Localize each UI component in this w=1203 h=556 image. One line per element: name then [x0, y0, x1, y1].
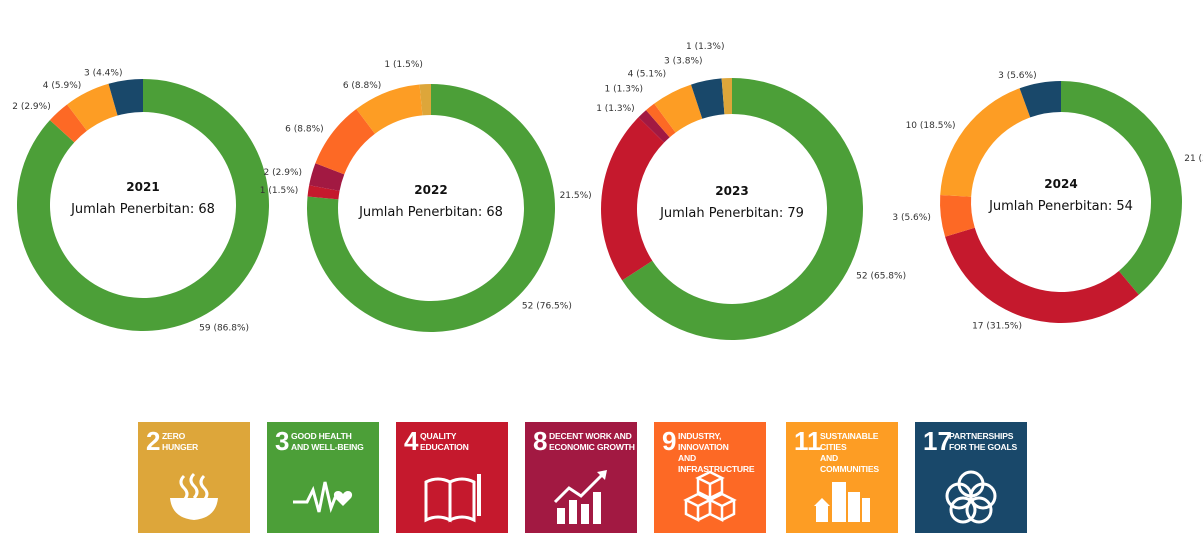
slice-label: 6 (8.8%)	[285, 124, 323, 134]
slice-2024-1	[945, 227, 1139, 324]
slice-label: 2 (2.9%)	[12, 102, 50, 112]
slice-label: 6 (8.8%)	[343, 81, 381, 91]
slice-2024-3	[940, 88, 1031, 197]
sdg-title: DECENT WORK AND ECONOMIC GROWTH	[549, 431, 635, 452]
rings-icon	[945, 470, 997, 524]
heartbeat-icon	[293, 481, 353, 514]
bowl-icon	[170, 472, 218, 520]
slice-2022-4	[356, 84, 423, 134]
slice-2024-4	[1019, 81, 1061, 118]
sdg-number: 11	[794, 426, 822, 456]
slice-label: 1 (1.5%)	[260, 186, 298, 196]
sdg-title: PARTNERSHIPS FOR THE GOALS	[949, 431, 1018, 452]
donut-chart-2023: 52 (65.8%) 21.5%) 1 (1.3%) 1 (1.3%) 4 (5.1%)…	[560, 42, 906, 340]
chart-subtitle: Jumlah Penerbitan: 79	[659, 206, 804, 221]
sdg-tile-8: 8 DECENT WORK AND ECONOMIC GROWTH	[525, 422, 637, 533]
slice-label: 10 (18.5%)	[906, 121, 956, 131]
slice-label: 52 (76.5%)	[522, 302, 572, 312]
sdg-number: 2	[146, 426, 161, 456]
sdg-number: 9	[662, 426, 677, 456]
slice-label: 3 (3.8%)	[664, 57, 702, 67]
slice-label: 4 (5.9%)	[43, 81, 81, 91]
chart-title: 2024	[1044, 177, 1077, 191]
donut-chart-2024: 21 (38.9%) 17 (31.5%) 3 (5.6%) 10 (18.5%) 3 …	[892, 71, 1203, 332]
slice-2023-4	[654, 84, 703, 133]
cubes-icon	[683, 470, 737, 523]
chart-subtitle: Jumlah Penerbitan: 68	[70, 202, 215, 217]
slice-2021-3	[108, 79, 143, 116]
donut-chart-2022: 52 (76.5%) 1 (1.5%) 2 (2.9%) 6 (8.8%) 6 (8.8…	[260, 60, 572, 333]
slice-2023-2	[638, 110, 670, 143]
sdg-tile-17: 17 PARTNERSHIPS FOR THE GOALS	[915, 422, 1027, 533]
slice-label: 21 (38.9%)	[1184, 154, 1203, 164]
slice-2021-1	[49, 104, 87, 143]
slice-2021-2	[67, 83, 118, 131]
sdg-number: 8	[533, 426, 548, 456]
slice-2023-5	[691, 78, 725, 119]
slice-2024-0	[1061, 81, 1182, 295]
chart-subtitle: Jumlah Penerbitan: 54	[988, 199, 1133, 214]
slice-2022-3	[315, 109, 375, 175]
slice-2024-2	[940, 194, 975, 237]
sdg-tile-4: 4 QUALITY EDUCATION	[396, 422, 508, 533]
sdg-title: INDUSTRY, INNOVATION AND INFRASTRUCTURE	[678, 431, 755, 474]
slice-2023-0	[622, 78, 863, 340]
sdg-tile-2: 2 ZERO HUNGER	[138, 422, 250, 533]
slice-label: 1 (1.3%)	[686, 42, 724, 52]
city-icon	[814, 482, 870, 522]
chart-title: 2023	[715, 184, 748, 198]
chart-title: 2021	[126, 180, 159, 194]
sdg-title: QUALITY EDUCATION	[420, 431, 469, 452]
slice-label: 1 (1.3%)	[605, 85, 643, 95]
sdg-title: GOOD HEALTH AND WELL-BEING	[291, 431, 364, 452]
slice-label: 3 (5.6%)	[892, 213, 930, 223]
sdg-title: SUSTAINABLE CITIES AND COMMUNITIES	[820, 431, 879, 474]
slice-label: 2 (2.9%)	[264, 168, 302, 178]
sdg-tile-3: 3 GOOD HEALTH AND WELL-BEING	[267, 422, 379, 533]
slice-label: 17 (31.5%)	[972, 322, 1022, 332]
slice-label: 52 (65.8%)	[856, 271, 906, 281]
donut-charts: 59 (86.8%) 2 (2.9%) 4 (5.9%)3 (4.4%) 2021 Ju…	[12, 42, 1203, 340]
slice-label: 59 (86.8%)	[199, 324, 249, 334]
slice-2022-2	[309, 163, 345, 191]
slice-label: 1 (1.3%)	[596, 104, 634, 114]
chart-title: 2022	[414, 183, 447, 197]
sdg-number: 4	[404, 426, 419, 456]
slice-2023-3	[646, 103, 676, 138]
slice-2023-6	[721, 78, 732, 115]
growth-chart-icon	[553, 470, 607, 524]
slice-2023-1	[600, 117, 665, 281]
sdg-tile-9: 9 INDUSTRY, INNOVATION AND INFRASTRUCTURE	[654, 422, 766, 533]
sdg-number: 17	[923, 426, 952, 456]
slice-label: 1 (1.5%)	[384, 60, 422, 70]
sdg-title: ZERO HUNGER	[162, 431, 199, 452]
chart-subtitle: Jumlah Penerbitan: 68	[358, 205, 503, 220]
donut-chart-2021: 59 (86.8%) 2 (2.9%) 4 (5.9%)3 (4.4%) 2021 Ju…	[12, 68, 270, 334]
sdg-number: 3	[275, 426, 290, 456]
book-icon	[424, 474, 481, 523]
slice-label: 3 (5.6%)	[998, 71, 1036, 81]
sdg-tile-11: 11 SUSTAINABLE CITIES AND COMMUNITIES	[786, 422, 898, 533]
slice-label: 21.5%)	[560, 191, 592, 201]
slice-2022-1	[307, 185, 340, 200]
slice-2022-5	[419, 84, 431, 116]
slice-label: 3 (4.4%)	[84, 68, 122, 78]
slice-label: 4 (5.1%)	[628, 70, 666, 80]
